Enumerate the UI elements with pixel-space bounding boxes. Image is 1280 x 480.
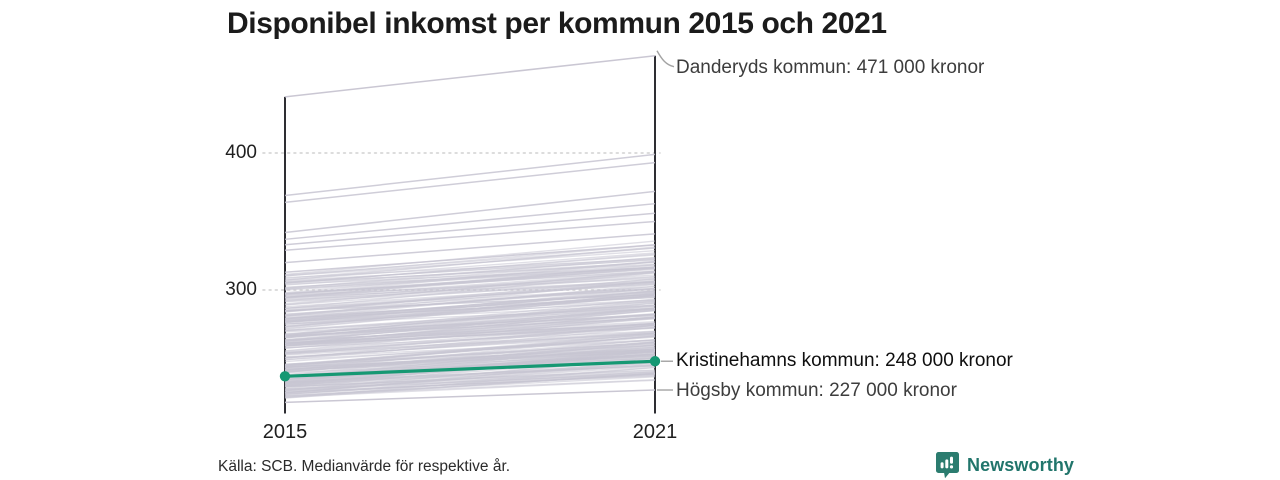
chart-title: Disponibel inkomst per kommun 2015 och 2… (227, 7, 887, 40)
x-axis-tick-2021: 2021 (632, 421, 678, 443)
branding-name: Newsworthy (967, 454, 1075, 475)
annotation-kristinehamn-highlight: Kristinehamns kommun: 248 000 kronor (676, 350, 1013, 371)
annotation-danderyd: Danderyds kommun: 471 000 kronor (676, 57, 985, 78)
source-note: Källa: SCB. Medianvärde för respektive å… (218, 458, 511, 475)
y-axis-tick-300: 300 (225, 279, 257, 300)
x-axis-tick-2015: 2015 (262, 421, 308, 443)
annotation-hogsby: Högsby kommun: 227 000 kronor (676, 380, 957, 401)
branding: Newsworthy (935, 451, 1074, 479)
newsworthy-logo-icon (936, 452, 959, 479)
y-axis-tick-400: 400 (225, 142, 257, 163)
